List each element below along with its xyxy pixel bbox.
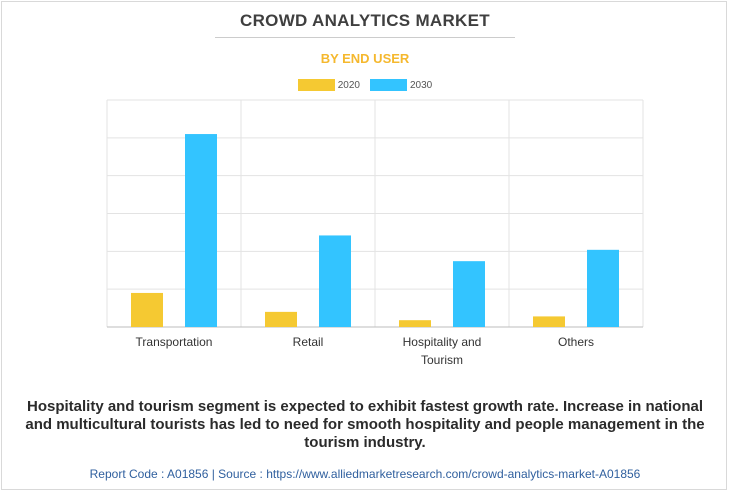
legend-item-2020: 2020: [297, 79, 360, 91]
x-tick-label-line: Tourism: [420, 353, 463, 367]
bar-2030-hospitality-and-tourism: [453, 261, 485, 327]
chart-title: CROWD ANALYTICS MARKET: [240, 11, 490, 30]
x-tick-label-line: Retail: [292, 335, 324, 349]
legend-label-2030: 2030: [410, 79, 433, 91]
legend-item-2030: 2030: [370, 79, 432, 91]
legend-swatch-2030: [370, 79, 407, 91]
chart-caption: Hospitality and tourism segment is expec…: [25, 398, 705, 451]
x-tick-label: Hospitality and Tourism: [382, 333, 502, 369]
x-tick-label: Others: [516, 333, 636, 351]
bar-2030-others: [587, 249, 619, 327]
chart-subtitle: BY END USER: [320, 51, 410, 66]
bar-2020-others: [533, 316, 565, 327]
legend-swatch-2020: [297, 79, 335, 91]
x-tick-label-line: Transportation: [135, 335, 213, 349]
source-footer: Report Code : A01856 | Source : https://…: [89, 467, 641, 481]
x-tick-label: Retail: [248, 333, 368, 351]
x-tick-label: Transportation: [114, 333, 234, 351]
legend-label-2020: 2020: [337, 79, 360, 91]
bar-2020-retail: [265, 311, 297, 327]
chart-legend: 2020 2030: [0, 79, 730, 91]
bar-2030-retail: [319, 235, 351, 327]
bar-2030-transportation: [185, 134, 217, 327]
x-tick-label-line: Hospitality and: [402, 335, 482, 349]
title-divider: [215, 37, 515, 38]
bar-2020-transportation: [131, 292, 163, 327]
bar-2020-hospitality-and-tourism: [399, 320, 431, 327]
x-tick-label-line: Others: [557, 335, 594, 349]
